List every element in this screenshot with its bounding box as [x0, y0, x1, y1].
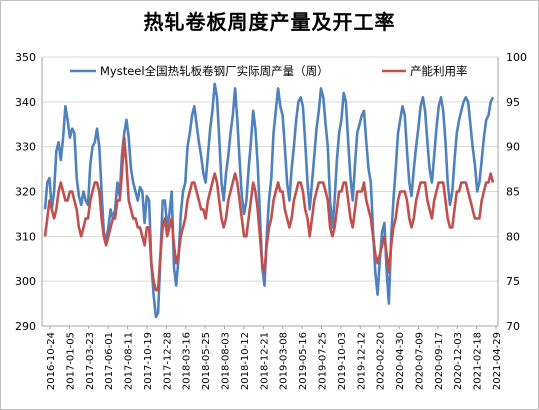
x-tick-label: 2017-12-28	[162, 332, 173, 390]
x-tick-label: 2018-03-16	[182, 332, 193, 390]
x-tick-label: 2017-10-19	[143, 332, 154, 390]
x-tick-label: 2020-07-09	[414, 332, 425, 390]
y-left-tick-label: 320	[15, 186, 36, 199]
y-left-tick-label: 330	[15, 141, 36, 154]
y-right-tick-label: 95	[506, 96, 520, 109]
x-tick-label: 2019-07-25	[317, 332, 328, 390]
y-right-tick-label: 80	[506, 230, 520, 243]
y-right-tick-label: 70	[506, 320, 520, 333]
x-tick-label: 2017-01-05	[65, 332, 76, 390]
y-left-tick-label: 310	[15, 230, 36, 243]
y-right-tick-label: 90	[506, 141, 520, 154]
chart-title: 热轧卷板周度产量及开工率	[143, 10, 396, 34]
series-line-2	[43, 136, 495, 292]
x-tick-label: 2019-12-12	[356, 332, 367, 390]
y-right-tick-label: 75	[506, 275, 520, 288]
legend-label-1: Mysteel全国热轧板卷钢厂实际周产量（周）	[100, 64, 329, 78]
y-right-tick-label: 85	[506, 186, 520, 199]
x-tick-label: 2019-10-03	[337, 332, 348, 390]
x-tick-label: 2020-12-03	[453, 332, 464, 390]
x-tick-label: 2020-09-17	[434, 332, 445, 390]
y-left-tick-label: 290	[15, 320, 36, 333]
x-tick-label: 2020-02-20	[376, 332, 387, 390]
x-tick-label: 2018-08-03	[221, 332, 232, 390]
y-right-tick-label: 100	[506, 51, 527, 64]
x-tick-label: 2016-10-24	[46, 332, 57, 390]
x-tick-label: 2017-06-01	[104, 332, 115, 390]
x-tick-label: 2018-05-25	[201, 332, 212, 390]
x-tick-label: 2019-03-08	[279, 332, 290, 390]
x-tick-label: 2020-04-30	[395, 332, 406, 390]
x-tick-label: 2018-12-21	[259, 332, 270, 390]
series-line-1	[43, 82, 495, 319]
x-tick-label: 2021-02-18	[473, 332, 484, 390]
x-tick-label: 2018-10-12	[240, 332, 251, 390]
y-left-tick-label: 350	[15, 51, 36, 64]
y-left-tick-label: 300	[15, 275, 36, 288]
x-tick-label: 2017-03-23	[85, 332, 96, 390]
legend-layer: Mysteel全国热轧板卷钢厂实际周产量（周） 产能利用率	[70, 64, 468, 78]
y-left-tick-label: 340	[15, 96, 36, 109]
x-tick-label: 2017-08-11	[124, 332, 135, 390]
legend-label-2: 产能利用率	[410, 64, 468, 78]
series-layer	[43, 82, 495, 319]
x-tick-label: 2019-05-16	[298, 332, 309, 390]
x-tick-label: 2021-04-29	[492, 332, 503, 390]
axis-layer: 290 300 310 320 330 340 350 70 75 80 85 90 95 100 2016…	[15, 51, 527, 390]
